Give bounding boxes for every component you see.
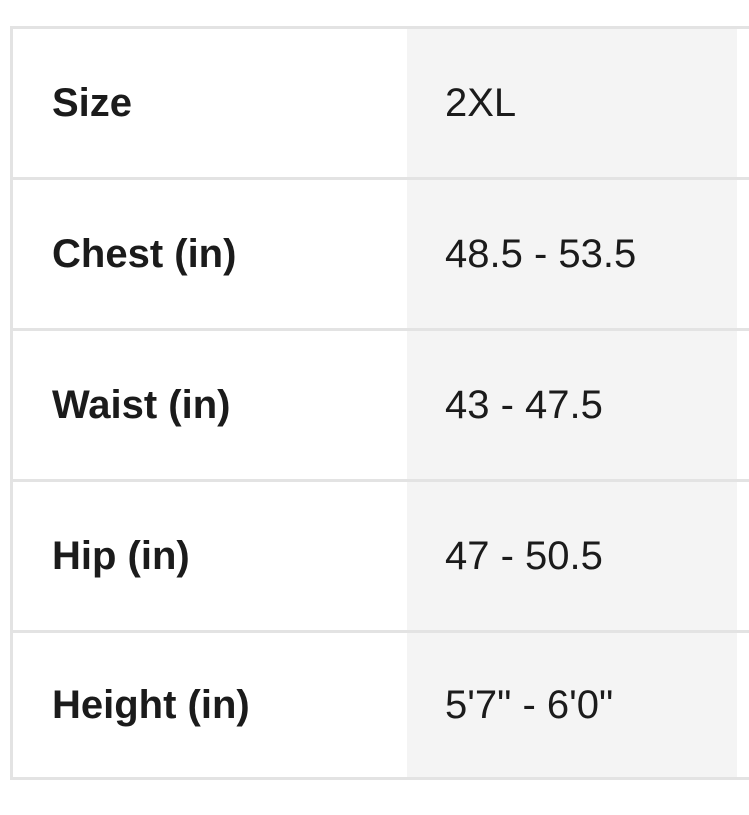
size-chart-table[interactable]: Size 2XL Chest (in) 48.5 - 53.5 Waist (i…	[10, 26, 749, 780]
row-value: 48.5 - 53.5	[407, 180, 737, 328]
table-row: Hip (in) 47 - 50.5	[13, 482, 749, 633]
next-column-stub	[737, 331, 749, 479]
table-row: Chest (in) 48.5 - 53.5	[13, 180, 749, 331]
next-column-stub	[737, 482, 749, 630]
row-value: 2XL	[407, 29, 737, 177]
row-label: Hip (in)	[13, 482, 407, 630]
row-label: Chest (in)	[13, 180, 407, 328]
row-value: 5'7" - 6'0"	[407, 633, 737, 777]
row-label: Size	[13, 29, 407, 177]
row-label: Height (in)	[13, 633, 407, 777]
table-row: Waist (in) 43 - 47.5	[13, 331, 749, 482]
table-row: Size 2XL	[13, 29, 749, 180]
next-column-stub	[737, 29, 749, 177]
row-label: Waist (in)	[13, 331, 407, 479]
next-column-stub	[737, 180, 749, 328]
next-column-stub	[737, 633, 749, 777]
row-value: 43 - 47.5	[407, 331, 737, 479]
table-row: Height (in) 5'7" - 6'0"	[13, 633, 749, 780]
row-value: 47 - 50.5	[407, 482, 737, 630]
